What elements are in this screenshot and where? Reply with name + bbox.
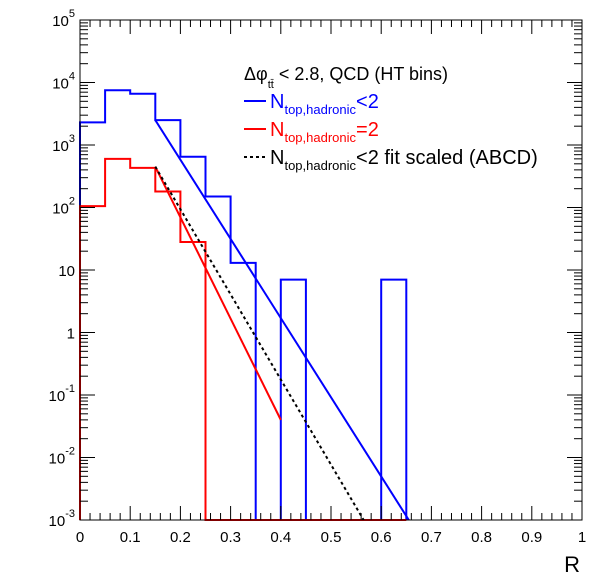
y-tick-label: 105 — [52, 8, 75, 30]
histogram-series-1 — [79, 157, 407, 521]
fit-line-4 — [154, 166, 365, 521]
x-tick-label: 0.2 — [170, 529, 191, 546]
fit-line-3 — [154, 166, 282, 421]
axis-ticks: 0 0.1 0.2 0.3 0.4 0.5 0.6 0.7 0.8 0.9 1 10-3 10-2 10-… — [49, 8, 587, 546]
y-tick-label: 1 — [67, 326, 75, 343]
legend-entry-label: Ntop,hadronic<2 fit scaled (ABCD) — [270, 147, 538, 173]
x-tick-label: 0.5 — [321, 529, 342, 546]
legend-entry-label: Ntop,hadronic<2 — [270, 91, 379, 117]
x-tick-label: 0.4 — [270, 529, 291, 546]
y-tick-label: 10-2 — [49, 446, 75, 468]
x-tick-label: 0.9 — [521, 529, 542, 546]
y-tick-label: 103 — [52, 133, 75, 155]
x-tick-label: 0 — [76, 529, 84, 546]
legend-header: Δφtt̄ < 2.8, QCD (HT bins) — [244, 64, 448, 91]
x-tick-label: 0.6 — [371, 529, 392, 546]
legend-entry-label: Ntop,hadronic=2 — [270, 119, 379, 145]
x-tick-label: 0.7 — [421, 529, 442, 546]
y-tick-label: 10-3 — [49, 508, 75, 530]
y-tick-label: 102 — [52, 196, 75, 218]
y-tick-label: 104 — [52, 71, 75, 93]
y-tick-label: 10 — [58, 263, 75, 280]
x-tick-label: 0.3 — [220, 529, 241, 546]
fit-line-2 — [154, 119, 410, 521]
y-tick-label: 10-1 — [49, 383, 75, 405]
legend: Δφtt̄ < 2.8, QCD (HT bins)Ntop,hadronic<… — [244, 64, 538, 173]
x-tick-label: 0.1 — [120, 529, 141, 546]
x-tick-label: 1 — [578, 529, 586, 546]
x-tick-label: 0.8 — [471, 529, 492, 546]
x-axis-label: R — [564, 552, 580, 577]
